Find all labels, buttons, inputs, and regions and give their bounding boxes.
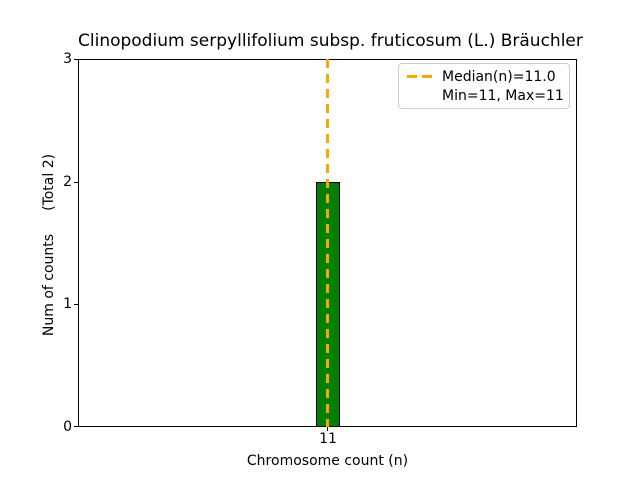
- y-axis-label: Num of counts (Total 2): [40, 135, 58, 355]
- xtick-mark-11: [327, 427, 328, 431]
- ytick-label-0: 0: [63, 419, 72, 435]
- ytick-label-1: 1: [63, 296, 72, 312]
- ytick-mark-0: [74, 426, 78, 427]
- median-dashed-line: [326, 59, 329, 427]
- legend-minmax-label: Min=11, Max=11: [442, 87, 564, 104]
- ytick-mark-1: [74, 304, 78, 305]
- ytick-mark-3: [74, 59, 78, 60]
- legend-median-label: Median(n)=11.0: [442, 68, 556, 85]
- ytick-label-2: 2: [63, 174, 72, 190]
- chart-title: Clinopodium serpyllifolium subsp. frutic…: [78, 31, 583, 51]
- dashed-line-icon: [407, 75, 432, 78]
- legend-row-minmax: Min=11, Max=11: [407, 86, 564, 105]
- xtick-label-11: 11: [319, 431, 337, 447]
- x-axis-label: Chromosome count (n): [246, 453, 409, 469]
- ytick-mark-2: [74, 182, 78, 183]
- legend-handle-spacer: [407, 95, 442, 96]
- y-axis-label-main: Num of counts: [41, 233, 57, 337]
- y-axis-label-total: (Total 2): [41, 153, 57, 211]
- ytick-label-3: 3: [63, 51, 72, 67]
- legend-row-median: Median(n)=11.0: [407, 67, 561, 86]
- legend-box: Median(n)=11.0 Min=11, Max=11: [398, 63, 570, 109]
